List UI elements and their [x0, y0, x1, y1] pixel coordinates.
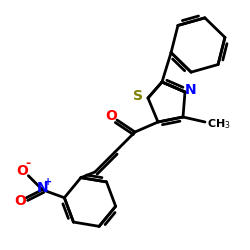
Text: +: +: [44, 177, 52, 187]
Text: O: O: [105, 109, 117, 123]
Text: O: O: [14, 194, 26, 208]
Text: O: O: [16, 164, 28, 178]
Text: N: N: [36, 181, 48, 195]
Text: -: -: [26, 157, 31, 170]
Text: N: N: [185, 83, 197, 97]
Text: S: S: [133, 89, 143, 103]
Text: CH$_3$: CH$_3$: [207, 117, 231, 131]
